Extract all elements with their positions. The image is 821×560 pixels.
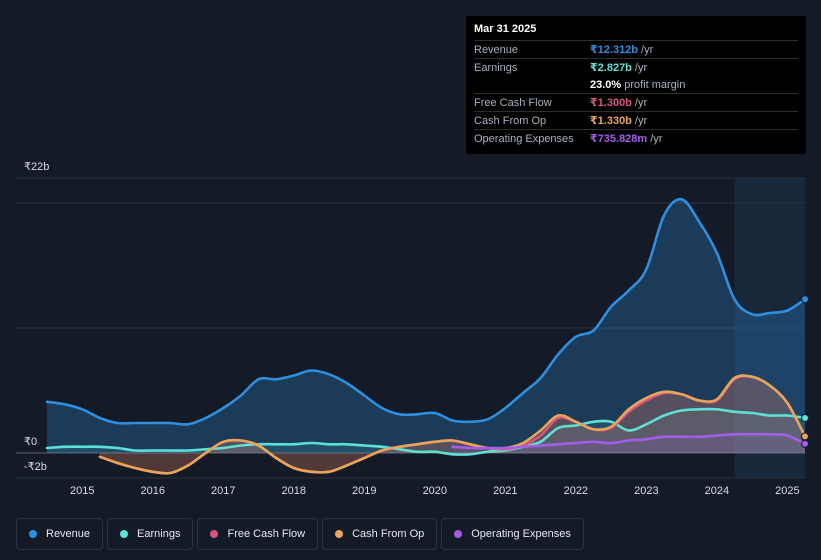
series-line-operating-expenses [451, 432, 807, 450]
legend-dot-icon [120, 530, 129, 538]
series-line-revenue [45, 197, 807, 426]
series-line-cash-from-op [98, 374, 807, 475]
series-end-dot-revenue [801, 295, 809, 304]
series-line-earnings [45, 407, 807, 456]
y-tick-label-top: ₹22b [24, 161, 50, 173]
legend: Revenue Earnings Free Cash Flow Cash From O… [16, 518, 584, 550]
legend-label: Free Cash Flow [227, 528, 306, 540]
x-tick-label: 2022 [563, 485, 589, 497]
legend-dot-icon [29, 530, 37, 538]
tooltip-date: Mar 31 2025 [474, 23, 537, 35]
series-area-cash-from-op [99, 375, 805, 474]
tooltip-row-label: Cash From Op [474, 114, 547, 127]
y-tick-label-bottom: -₹2b [24, 461, 47, 473]
tooltip-row: Earnings ₹2.827b/yr [474, 58, 798, 76]
x-tick-label: 2017 [211, 485, 236, 497]
tooltip-row-label: Free Cash Flow [474, 96, 552, 109]
legend-item-operating-expenses[interactable]: Operating Expenses [441, 518, 584, 550]
legend-dot-icon [210, 530, 219, 538]
legend-item-earnings[interactable]: Earnings [107, 518, 194, 550]
x-tick-label: 2019 [352, 485, 377, 497]
tooltip-row-unit: /yr [634, 96, 648, 109]
series-end-dot-cash-from-op [801, 432, 809, 441]
tooltip-row: Cash From Op ₹1.330b/yr [474, 111, 798, 129]
tooltip-row: 23.0% profit margin [474, 76, 798, 93]
tooltip-row-label: Revenue [474, 43, 519, 56]
tooltip-row-unit: /yr [650, 132, 663, 145]
tooltip-row-value: ₹1.330b [590, 115, 632, 127]
series-area-operating-expenses [452, 434, 805, 453]
legend-label: Revenue [46, 528, 91, 540]
legend-item-revenue[interactable]: Revenue [16, 518, 104, 550]
legend-item-free-cash-flow[interactable]: Free Cash Flow [197, 518, 319, 550]
tooltip-row-value: ₹735.828m [590, 133, 648, 145]
grid-lines [16, 177, 805, 479]
tooltip-row: Revenue ₹12.312b/yr [474, 40, 798, 58]
x-tick-label: 2015 [70, 485, 95, 497]
series-area-revenue [47, 199, 805, 453]
series-areas [47, 199, 805, 474]
tooltip-row-unit: profit margin [624, 78, 686, 91]
legend-label: Earnings [137, 528, 181, 540]
data-tooltip: Mar 31 2025 Revenue ₹12.312b/yr Earnings ₹2… [466, 16, 806, 154]
tooltip-row-label: Earnings [474, 61, 518, 74]
x-tick-label: 2018 [281, 485, 307, 497]
tooltip-row-value: ₹1.300b [590, 97, 632, 109]
tooltip-row: Free Cash Flow ₹1.300b/yr [474, 93, 798, 111]
legend-dot-icon [454, 530, 463, 538]
x-tick-label: 2024 [704, 485, 730, 497]
x-tick-label: 2020 [422, 485, 448, 497]
tooltip-row-value: ₹2.827b [590, 62, 632, 74]
tooltip-rows: Revenue ₹12.312b/yr Earnings ₹2.827b/yr 23.0… [474, 40, 798, 147]
legend-dot-icon [335, 530, 344, 538]
legend-label: Cash From Op [352, 528, 425, 540]
series-end-markers [801, 295, 809, 448]
y-tick-label-zero: ₹0 [24, 436, 38, 448]
tooltip-row-unit: /yr [641, 43, 654, 56]
legend-item-cash-from-op[interactable]: Cash From Op [322, 518, 438, 550]
tooltip-row-value: ₹12.312b [590, 44, 639, 56]
x-tick-label: 2025 [775, 485, 800, 497]
tooltip-row-value: 23.0% [590, 78, 622, 91]
series-end-dot-earnings [801, 414, 809, 422]
legend-label: Operating Expenses [471, 528, 571, 540]
series-area-free-cash-flow [99, 376, 805, 474]
tooltip-row-label: Operating Expenses [474, 132, 574, 145]
tooltip-row-unit: /yr [634, 61, 648, 74]
series-lines [45, 197, 807, 475]
x-tick-label: 2016 [140, 485, 165, 497]
series-end-dot-operating-expenses [801, 439, 809, 448]
tooltip-row: Operating Expenses ₹735.828m/yr [474, 129, 798, 147]
x-tick-label: 2021 [493, 485, 518, 497]
x-tick-label: 2023 [634, 485, 659, 497]
tooltip-row-unit: /yr [634, 114, 648, 127]
